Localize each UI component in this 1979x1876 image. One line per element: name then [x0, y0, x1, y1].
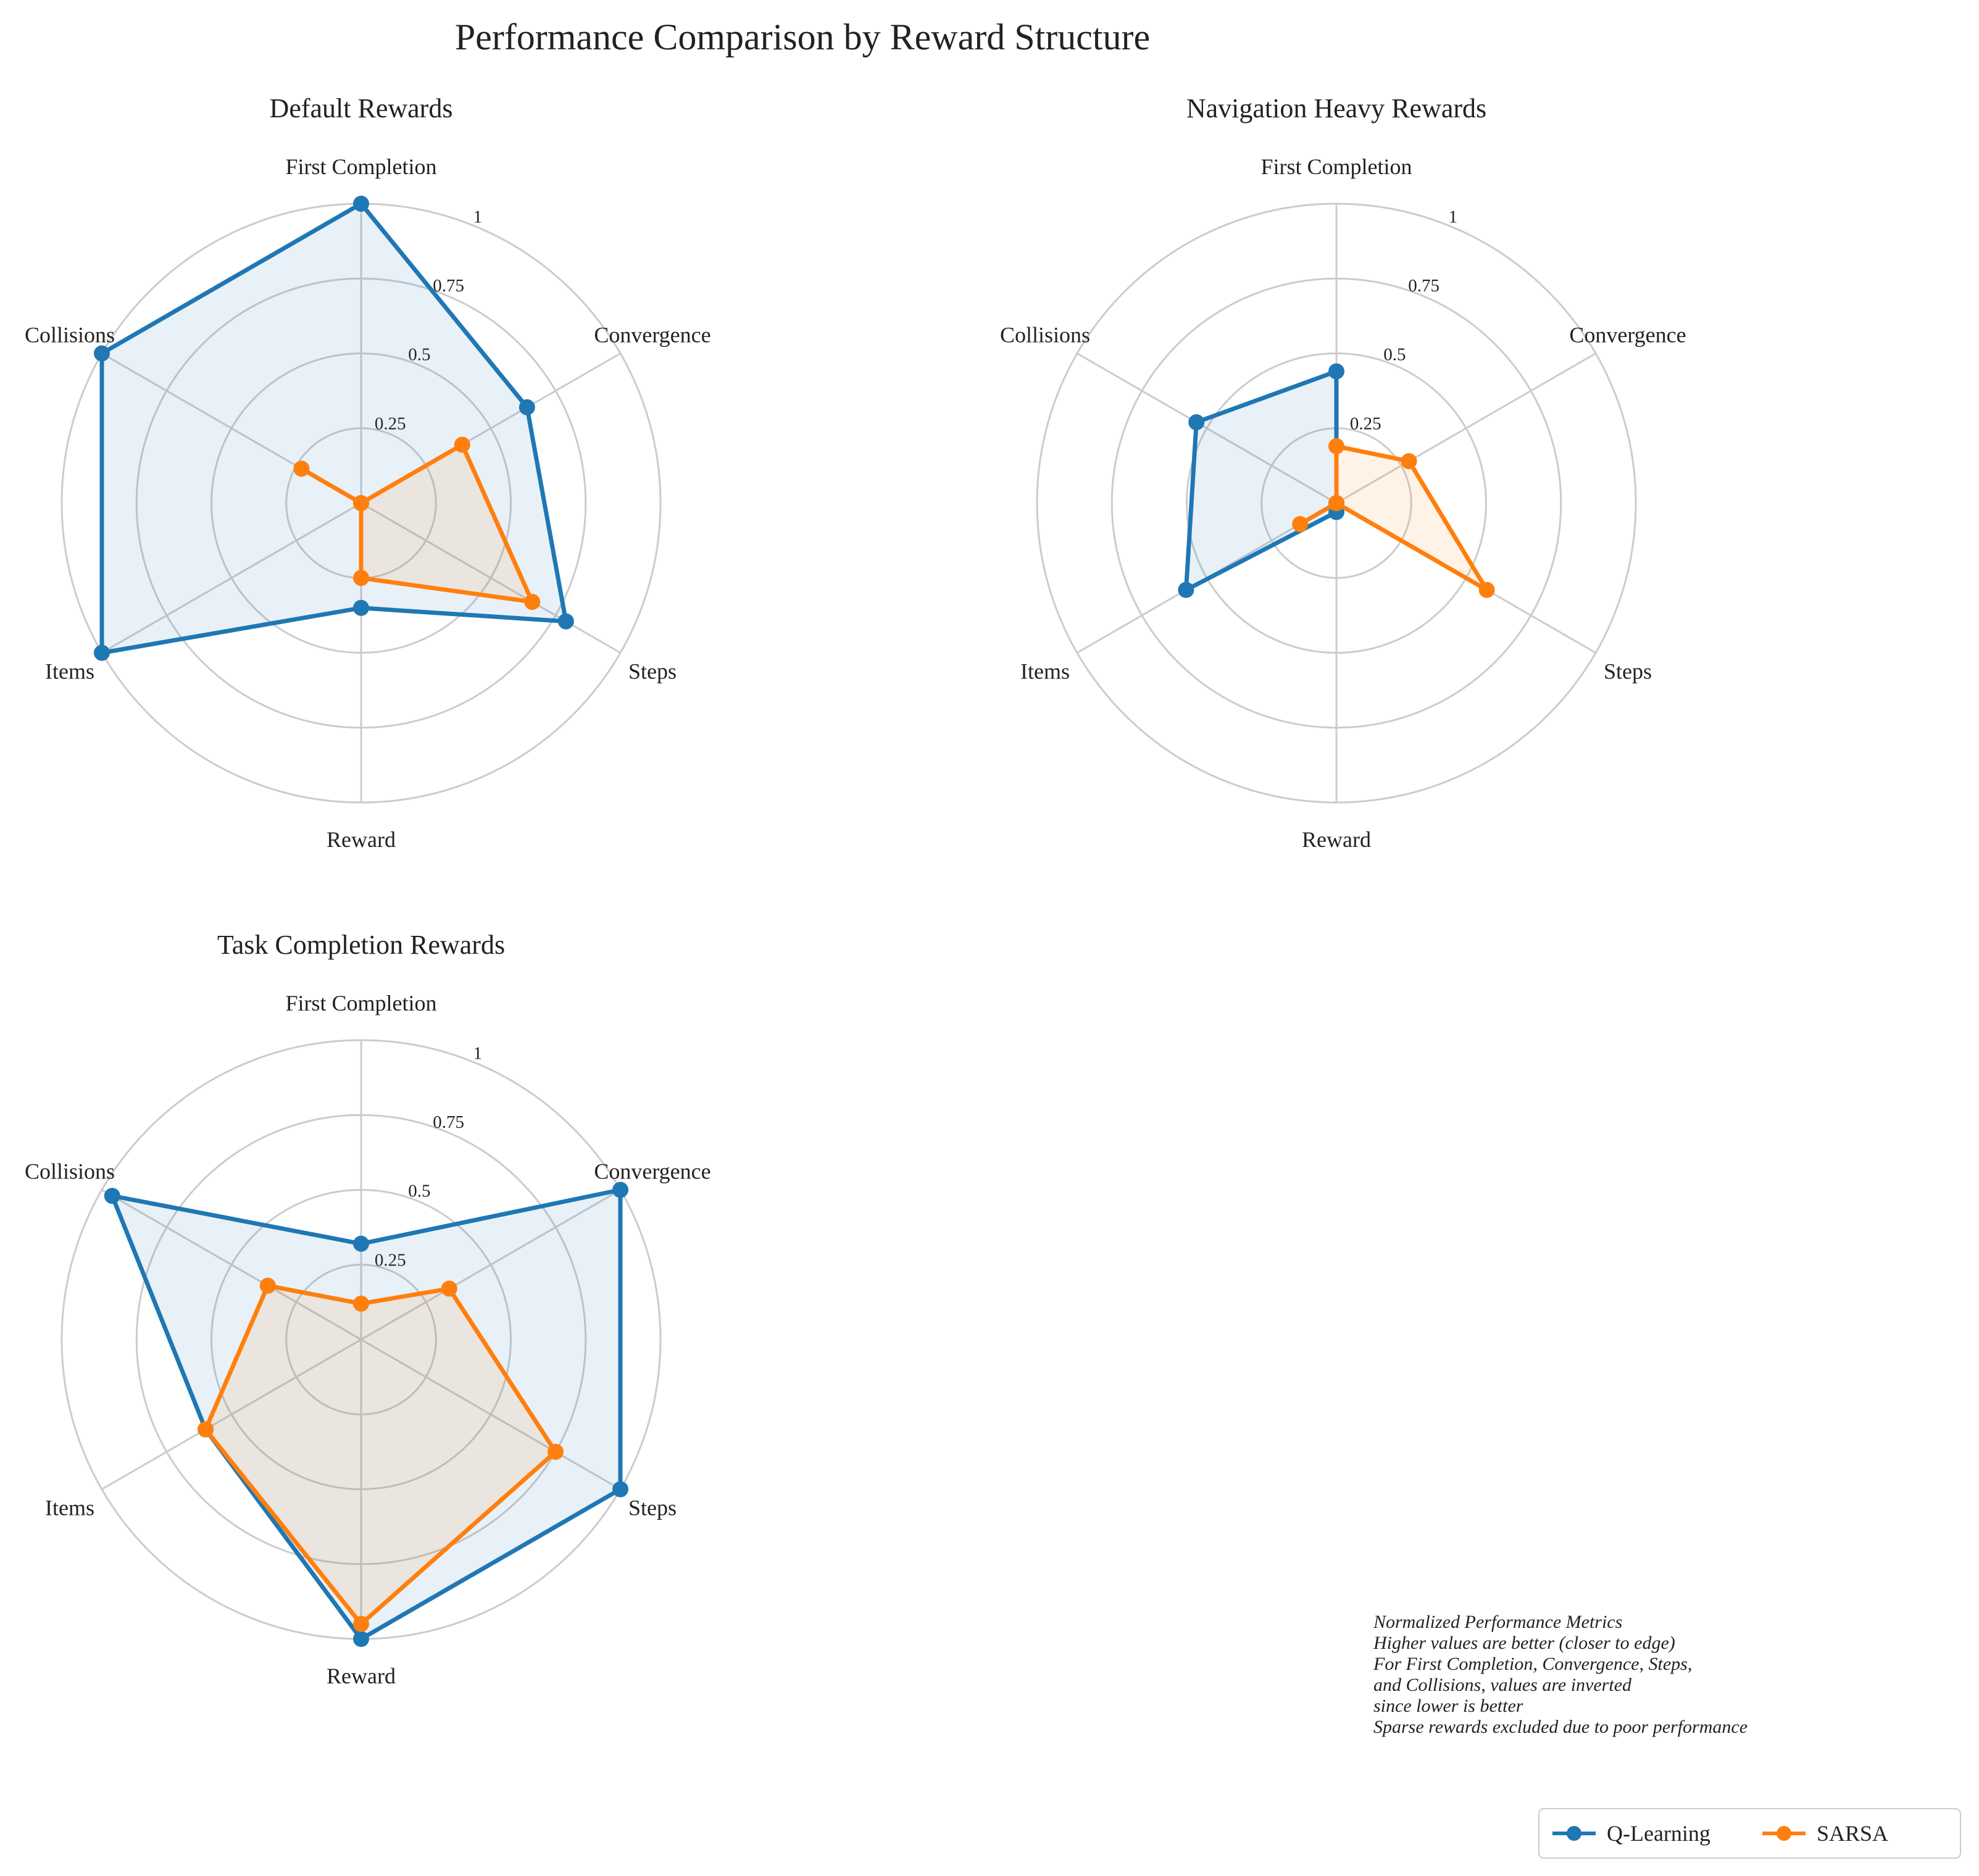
- data-point-sarsa: [1328, 438, 1344, 454]
- axis-label-items: Items: [45, 659, 94, 684]
- data-point-q-learning: [93, 644, 110, 661]
- data-point-q-learning: [353, 196, 369, 212]
- data-point-q-learning: [1328, 363, 1344, 380]
- data-point-q-learning: [353, 1631, 369, 1647]
- r-tick-label: 0.25: [1350, 414, 1381, 433]
- axis-label-reward: Reward: [1302, 827, 1371, 852]
- data-point-sarsa: [1401, 453, 1417, 470]
- data-point-q-learning: [612, 1481, 629, 1498]
- radar-chart-default-rewards: Default Rewards 0.25 0.5 0.75 1 First Complet…: [25, 93, 711, 852]
- r-tick-label: 0.5: [408, 345, 430, 365]
- note-line: For First Completion, Convergence, Steps…: [1373, 1654, 1692, 1674]
- note-line: Normalized Performance Metrics: [1373, 1612, 1622, 1632]
- series-area-q-learning: [1186, 371, 1336, 590]
- data-point-sarsa: [524, 594, 541, 611]
- axis-label-items: Items: [1020, 659, 1070, 684]
- data-point-q-learning: [353, 599, 369, 616]
- axis-label-first-completion: First Completion: [285, 154, 436, 179]
- data-point-sarsa: [293, 461, 310, 477]
- r-tick-label: 1: [473, 1043, 483, 1063]
- axis-spoke: [101, 502, 362, 654]
- data-point-sarsa: [197, 1421, 214, 1438]
- axis-spoke: [360, 1189, 621, 1341]
- data-point-q-learning: [93, 345, 110, 362]
- r-tick-label: 0.5: [408, 1182, 430, 1201]
- r-tick-label: 1: [1449, 207, 1458, 227]
- radar-chart-navigation-heavy-rewards: Navigation Heavy Rewards 0.25 0.5 0.75 1 Firs…: [1000, 93, 1686, 852]
- series-area-sarsa: [301, 444, 533, 602]
- axis-label-reward: Reward: [327, 827, 396, 852]
- data-point-q-learning: [519, 399, 535, 415]
- axis-label-collisions: Collisions: [25, 323, 115, 348]
- data-point-q-learning: [1188, 414, 1205, 431]
- r-tick-label: 1: [473, 207, 483, 227]
- figure-title: Performance Comparison by Reward Structu…: [455, 17, 1150, 57]
- axis-label-steps: Steps: [628, 659, 677, 684]
- axis-label-items: Items: [45, 1496, 94, 1520]
- data-point-sarsa: [1328, 495, 1344, 511]
- data-point-sarsa: [548, 1443, 564, 1460]
- r-tick-label: 0.75: [433, 276, 464, 296]
- series-area-sarsa: [1300, 446, 1487, 590]
- series-area-sarsa: [206, 1285, 556, 1624]
- data-point-sarsa: [353, 495, 369, 511]
- radar-chart-task-completion-rewards: Task Completion Rewards 0.25 0.5 0.75 1 First…: [25, 930, 711, 1688]
- annotation-note: Normalized Performance Metrics Higher va…: [1373, 1612, 1748, 1737]
- series-q-learning: [1178, 363, 1344, 598]
- legend-label-q-learning: Q-Learning: [1607, 1821, 1710, 1846]
- r-tick-label: 0.25: [375, 1250, 406, 1270]
- data-point-sarsa: [1478, 582, 1495, 598]
- axis-label-convergence: Convergence: [1569, 323, 1686, 348]
- note-line: since lower is better: [1373, 1696, 1523, 1716]
- data-point-sarsa: [441, 1280, 457, 1297]
- axis-label-first-completion: First Completion: [285, 991, 436, 1015]
- subplot-title: Navigation Heavy Rewards: [1186, 93, 1486, 123]
- legend-marker-q-learning: [1567, 1826, 1581, 1841]
- series-sarsa: [293, 436, 541, 611]
- legend-frame: [1538, 1808, 1961, 1859]
- data-point-q-learning: [612, 1182, 629, 1198]
- axis-label-collisions: Collisions: [25, 1159, 115, 1184]
- legend-label-sarsa: SARSA: [1817, 1821, 1888, 1846]
- axis-label-collisions: Collisions: [1000, 323, 1090, 348]
- axis-label-steps: Steps: [628, 1496, 677, 1520]
- axis-spoke: [101, 1338, 362, 1490]
- legend: Q-Learning SARSA: [1538, 1808, 1961, 1859]
- data-point-q-learning: [104, 1188, 120, 1204]
- axis-label-steps: Steps: [1604, 659, 1652, 684]
- r-tick-label: 0.25: [375, 414, 406, 433]
- data-point-q-learning: [1178, 582, 1194, 598]
- axis-spoke: [1077, 352, 1337, 504]
- subplot-title: Default Rewards: [270, 93, 453, 123]
- series-sarsa: [1292, 438, 1495, 598]
- axis-label-convergence: Convergence: [594, 1159, 710, 1184]
- data-point-sarsa: [353, 1295, 369, 1312]
- note-line: Sparse rewards excluded due to poor perf…: [1373, 1717, 1748, 1737]
- subplot-title: Task Completion Rewards: [217, 930, 505, 960]
- axis-spoke: [101, 1189, 362, 1341]
- series-q-learning: [93, 196, 574, 661]
- note-line: Higher values are better (closer to edge…: [1373, 1633, 1675, 1653]
- series-sarsa: [197, 1277, 564, 1632]
- series-area-q-learning: [112, 1190, 621, 1639]
- axis-label-first-completion: First Completion: [1260, 154, 1412, 179]
- axis-spoke: [1336, 352, 1596, 504]
- axis-label-reward: Reward: [327, 1664, 396, 1688]
- data-point-sarsa: [259, 1277, 276, 1294]
- axis-label-convergence: Convergence: [594, 323, 710, 348]
- data-point-q-learning: [353, 1235, 369, 1252]
- r-tick-label: 0.5: [1383, 345, 1406, 365]
- legend-marker-sarsa: [1777, 1826, 1791, 1841]
- data-point-sarsa: [353, 570, 369, 586]
- r-tick-label: 0.75: [1408, 276, 1439, 296]
- axis-spoke: [360, 1338, 621, 1490]
- axis-spoke: [360, 502, 621, 654]
- data-point-sarsa: [353, 1615, 369, 1632]
- data-point-sarsa: [1292, 515, 1309, 532]
- r-tick-label: 0.75: [433, 1112, 464, 1132]
- data-point-q-learning: [557, 613, 574, 630]
- data-point-sarsa: [454, 436, 470, 453]
- note-line: and Collisions, values are inverted: [1373, 1675, 1632, 1695]
